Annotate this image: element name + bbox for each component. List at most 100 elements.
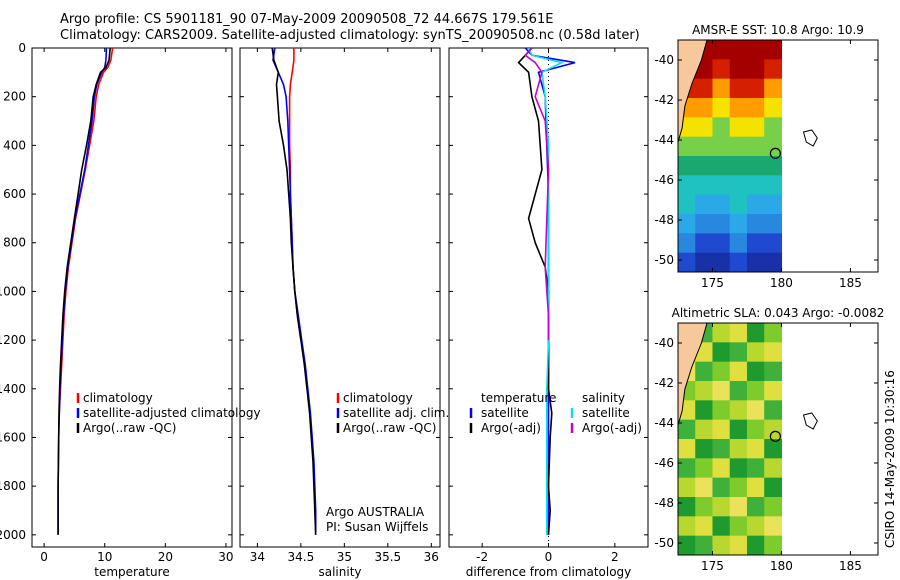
map-cell [746,516,765,537]
map-content [678,40,878,272]
map-cell [729,516,748,537]
map-cell [712,361,731,382]
map-cell [712,117,731,138]
map-cell [712,400,731,421]
map-cell [729,419,748,440]
map-cell [746,59,765,80]
y-tick-label: 1400 [0,382,26,396]
y-tick-label: -46 [654,173,674,187]
map-cell [695,439,714,459]
map-cell [695,400,714,421]
y-tick-label: 1200 [0,333,26,347]
y-tick-label: -48 [654,496,674,510]
map-cell [746,233,765,254]
y-tick-label: -44 [654,133,674,147]
argo-position-marker [769,147,781,159]
y-tick-label: 0 [18,41,26,55]
y-tick-label: 800 [3,236,26,250]
map-cell [695,516,714,537]
map-cell [764,400,783,421]
y-tick-label: 2000 [0,528,26,542]
map-cell [678,136,696,157]
x-tick-label: -2 [476,550,488,564]
x-tick-label: 175 [701,559,724,573]
map-cell [678,175,696,196]
map-frame [677,39,879,273]
island-outline [802,412,818,430]
map-cell [764,516,783,537]
map-cell [729,98,748,118]
map-cell [746,342,765,363]
x-tick-label: 36 [424,550,439,564]
y-tick-label: 200 [3,90,26,104]
y-tick-label: -50 [654,253,674,267]
y-tick-label: 1600 [0,430,26,444]
map-sla_map: Altimetric SLA: 0.043 Argo: -0.0082 175 18… [654,306,884,573]
map-cell [764,535,783,555]
map-cell [712,233,731,254]
map-cell [729,59,748,80]
y-tick-label: -48 [654,213,674,227]
map-cell [729,439,748,459]
map-cell [695,535,714,555]
x-tick-label: 10 [97,550,112,564]
y-tick-label: 1000 [0,284,26,298]
map-cell [746,477,765,498]
map-cell [678,233,696,254]
map-cell [695,98,714,118]
map-cell [695,497,714,517]
legend-label: Argo(..raw -QC) [343,421,436,435]
map-cell [695,194,714,215]
y-tick-label: -42 [654,376,674,390]
map-cell [729,233,748,254]
platform-note: Argo AUSTRALIA [326,505,425,519]
map-cell [746,497,765,517]
map-cell [695,156,714,176]
map-cell [746,98,765,118]
profile-panel-salinity: 34 34.5 35 35.5 36 salinity [239,47,441,579]
legend-label: climatology [83,391,153,405]
map-cell [729,214,748,234]
series-line-temperature-argo-adj- [517,48,553,535]
map-cell [746,400,765,421]
map-cell [729,78,748,99]
map-cell [764,78,783,99]
plot-frame [31,47,233,548]
map-cell [712,59,731,80]
map-cell [746,361,765,382]
y-tick-label: -46 [654,456,674,470]
map-cell [764,175,783,196]
map-cell [695,419,714,440]
map-cell [712,175,731,196]
map-frame [677,322,879,556]
map-cell [678,439,696,459]
map-cell [678,535,696,555]
map-cell [764,40,783,60]
map-cell [712,78,731,99]
map-cell [764,477,783,498]
map-cell [746,78,765,99]
map-cell [712,458,731,479]
series-line-argo-raw-qc- [271,48,317,535]
map-cell [729,342,748,363]
map-cell [729,323,748,343]
x-tick-label: 20 [158,550,173,564]
map-cell [764,59,783,80]
map-cell [712,516,731,537]
map-cell [764,156,783,176]
map-cell [729,381,748,401]
map-cell [746,136,765,157]
map-cell [712,342,731,363]
map-cell [764,497,783,517]
y-tick-label: -40 [654,336,674,350]
legend-label: Argo(-adj) [481,421,541,435]
x-tick-label: 175 [701,276,724,290]
map-sst_map: AMSR-E SST: 10.8 Argo: 10.9 175 180 185 -40 -… [654,23,879,290]
y-tick-label: -44 [654,416,674,430]
map-cell [746,156,765,176]
legend-label: satellite [582,406,630,420]
series-line-salinity-satellite [527,48,565,535]
legend-heading: temperature [481,391,556,405]
map-cell [695,458,714,479]
map-cell [712,535,731,555]
